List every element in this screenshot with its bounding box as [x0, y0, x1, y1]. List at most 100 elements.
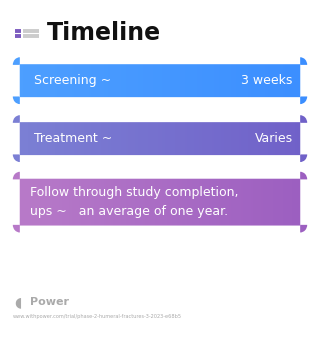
Bar [121, 172, 124, 232]
Bar [207, 115, 209, 162]
Bar [28, 115, 30, 162]
Bar [214, 172, 217, 232]
Bar [283, 172, 285, 232]
Bar [104, 57, 106, 104]
Bar [54, 115, 57, 162]
Bar [280, 57, 283, 104]
Bar [113, 115, 116, 162]
Bar [50, 57, 52, 104]
Bar [180, 172, 182, 232]
Bar [133, 57, 136, 104]
Bar [64, 57, 67, 104]
Bar [204, 115, 207, 162]
Bar [108, 172, 111, 232]
Bar [116, 115, 119, 162]
Bar [35, 57, 38, 104]
Bar [131, 172, 133, 232]
Bar [52, 115, 55, 162]
Bar [150, 115, 153, 162]
Bar [216, 115, 219, 162]
Bar [32, 57, 35, 104]
Bar [305, 172, 308, 232]
Bar [18, 115, 20, 162]
Text: Power: Power [30, 297, 69, 307]
Bar [54, 57, 57, 104]
Bar [290, 115, 293, 162]
Bar [37, 115, 40, 162]
Bar [13, 57, 20, 65]
Bar [72, 57, 75, 104]
Wedge shape [300, 225, 307, 232]
Bar [42, 172, 45, 232]
Bar [143, 115, 146, 162]
Bar [285, 172, 288, 232]
Bar [185, 115, 187, 162]
Bar [187, 115, 190, 162]
Bar [192, 172, 195, 232]
Bar [182, 172, 185, 232]
Bar [160, 172, 163, 232]
Bar [165, 57, 168, 104]
Bar [297, 172, 300, 232]
Bar [189, 57, 192, 104]
Bar [128, 172, 131, 232]
Bar [45, 115, 47, 162]
Bar [42, 115, 45, 162]
Bar [270, 57, 273, 104]
Bar [113, 57, 116, 104]
Bar [140, 172, 143, 232]
Text: www.withpower.com/trial/phase-2-humeral-fractures-3-2023-e68b5: www.withpower.com/trial/phase-2-humeral-… [13, 314, 182, 319]
Bar [145, 172, 148, 232]
Bar [226, 57, 229, 104]
Bar [145, 57, 148, 104]
Bar [150, 57, 153, 104]
Bar [153, 172, 156, 232]
Bar [64, 172, 67, 232]
Bar [202, 172, 204, 232]
Bar [275, 57, 278, 104]
Bar [138, 115, 141, 162]
Bar [47, 115, 50, 162]
Bar [37, 57, 40, 104]
Bar [148, 172, 150, 232]
Bar [302, 115, 305, 162]
Bar [42, 57, 45, 104]
Bar [45, 172, 47, 232]
Bar [23, 115, 25, 162]
Bar [82, 172, 84, 232]
Bar [300, 57, 303, 104]
Bar [300, 115, 303, 162]
Bar [54, 172, 57, 232]
Bar [187, 57, 190, 104]
Bar [214, 57, 217, 104]
Bar [123, 115, 126, 162]
Bar [219, 115, 222, 162]
Bar [260, 115, 263, 162]
Bar [116, 57, 119, 104]
Bar [251, 115, 253, 162]
Bar [226, 172, 229, 232]
Bar [13, 225, 20, 232]
Bar [47, 172, 50, 232]
Wedge shape [13, 115, 20, 123]
Bar [69, 57, 72, 104]
Bar [135, 57, 138, 104]
Bar [278, 57, 281, 104]
Bar [300, 57, 307, 65]
Bar [57, 57, 60, 104]
Bar [30, 57, 33, 104]
Bar [140, 57, 143, 104]
Bar [60, 57, 62, 104]
Bar [155, 57, 158, 104]
Bar [20, 172, 23, 232]
Bar [67, 172, 69, 232]
Bar [288, 57, 290, 104]
Bar [194, 172, 197, 232]
Bar [199, 172, 202, 232]
Bar [126, 115, 128, 162]
Bar [153, 57, 156, 104]
Bar [13, 115, 16, 162]
Bar [111, 115, 114, 162]
Bar [302, 172, 305, 232]
Bar [266, 57, 268, 104]
